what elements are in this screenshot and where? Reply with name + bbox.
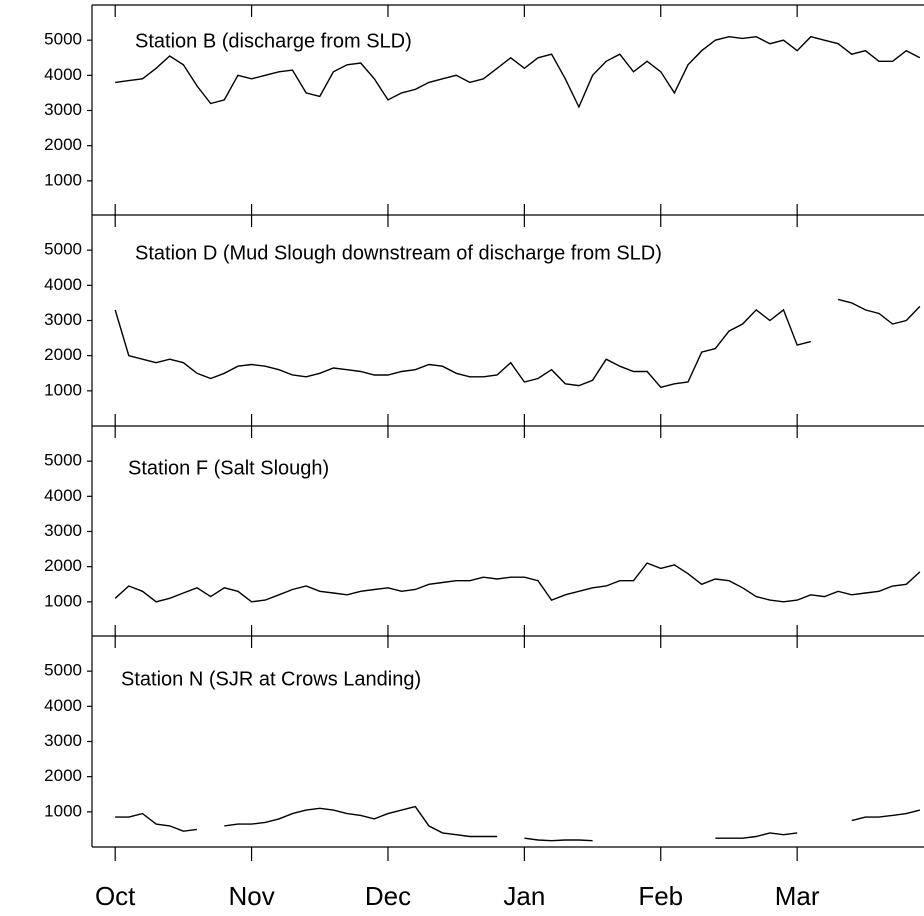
y-tick-label: 4000: [44, 486, 82, 505]
panel-title: Station F (Salt Slough): [128, 457, 329, 479]
y-tick-label: 2000: [44, 135, 82, 154]
y-tick-label: 3000: [44, 521, 82, 540]
y-tick-label: 2000: [44, 345, 82, 364]
data-line: [837, 298, 921, 325]
data-line: [115, 35, 921, 109]
y-tick-label: 2000: [44, 556, 82, 575]
y-tick-label: 5000: [44, 661, 82, 680]
y-tick-label: 3000: [44, 731, 82, 750]
data-line: [114, 562, 921, 603]
panel-title: Station B (discharge from SLD): [135, 30, 412, 52]
y-tick-label: 1000: [44, 380, 82, 399]
y-tick-label: 4000: [44, 696, 82, 715]
data-line: [114, 308, 811, 389]
y-tick-label: 3000: [44, 100, 82, 119]
y-tick-label: 5000: [44, 451, 82, 470]
y-tick-label: 1000: [44, 591, 82, 610]
y-tick-label: 4000: [44, 275, 82, 294]
y-tick-label: 4000: [44, 65, 82, 84]
y-tick-label: 5000: [44, 30, 82, 49]
x-tick-label: Jan: [503, 881, 545, 911]
y-tick-label: 5000: [44, 240, 82, 259]
x-tick-label: Oct: [95, 881, 136, 911]
data-line: [851, 809, 921, 822]
x-tick-label: Dec: [365, 881, 411, 911]
x-tick-label: Mar: [775, 881, 820, 911]
x-tick-label: Feb: [638, 881, 683, 911]
data-line: [224, 805, 498, 838]
y-tick-label: 2000: [44, 766, 82, 785]
data-line: [115, 812, 198, 832]
data-line: [715, 832, 798, 839]
y-tick-label: 1000: [44, 170, 82, 189]
panel-title: Station D (Mud Slough downstream of disc…: [135, 242, 662, 264]
y-tick-label: 3000: [44, 310, 82, 329]
x-tick-label: Nov: [228, 881, 274, 911]
data-line: [524, 837, 593, 842]
panel-title: Station N (SJR at Crows Landing): [121, 668, 421, 690]
y-tick-label: 1000: [44, 801, 82, 820]
